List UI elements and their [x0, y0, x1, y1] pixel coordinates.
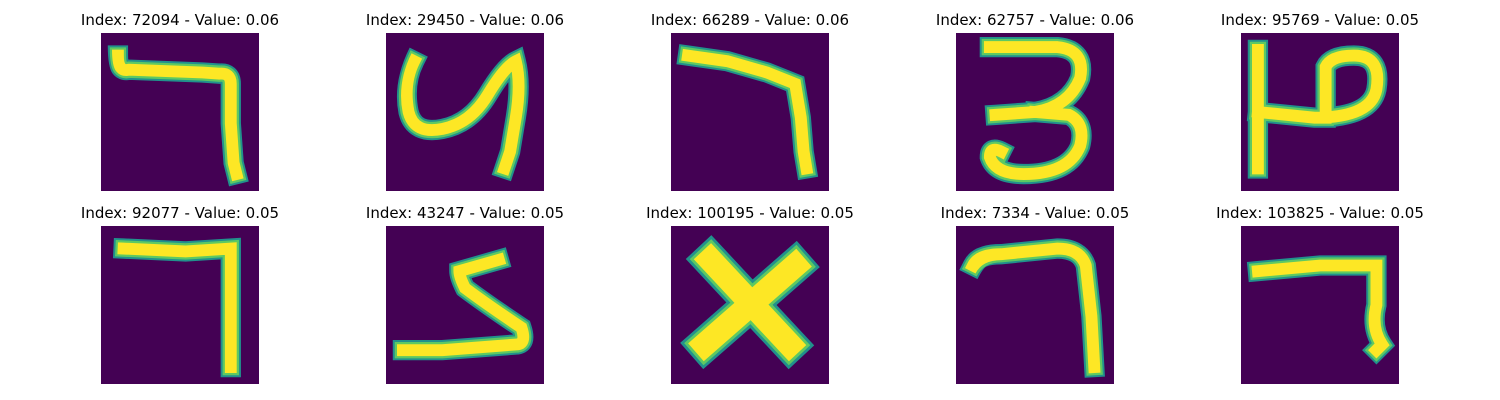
digit-image: [1241, 226, 1399, 384]
panel-title: Index: 62757 - Value: 0.06: [935, 11, 1135, 29]
digit-stroke: [112, 49, 244, 182]
digit-image: [671, 226, 829, 384]
digit-image: [1241, 33, 1399, 191]
digit-panel: Index: 29450 - Value: 0.06: [340, 11, 590, 191]
digit-panel: Index: 62757 - Value: 0.06: [910, 11, 1160, 191]
digit-image: [956, 226, 1114, 384]
digit-panel: Index: 7334 - Value: 0.05: [910, 204, 1160, 384]
digit-stroke: [400, 52, 525, 176]
digit-panel: Index: 66289 - Value: 0.06: [625, 11, 875, 191]
digit-stroke: [1251, 44, 1384, 175]
panel-title: Index: 95769 - Value: 0.05: [1220, 11, 1420, 29]
digit-panel: Index: 72094 - Value: 0.06: [55, 11, 305, 191]
panel-title: Index: 7334 - Value: 0.05: [940, 204, 1130, 222]
digit-panel: Index: 92077 - Value: 0.05: [55, 204, 305, 384]
digit-image: [101, 226, 259, 384]
panel-title: Index: 103825 - Value: 0.05: [1216, 204, 1424, 222]
digit-panel: Index: 95769 - Value: 0.05: [1195, 11, 1445, 191]
digit-panel: Index: 103825 - Value: 0.05: [1195, 204, 1445, 384]
digit-stroke: [688, 243, 812, 362]
digit-stroke: [117, 242, 237, 373]
digit-image: [671, 33, 829, 191]
digit-image: [386, 33, 544, 191]
digit-image: [956, 33, 1114, 191]
digit-stroke: [964, 242, 1101, 374]
panel-title: Index: 43247 - Value: 0.05: [365, 204, 565, 222]
digit-image: [101, 33, 259, 191]
digit-stroke: [983, 41, 1088, 180]
digit-image: [386, 226, 544, 384]
digit-stroke: [1251, 259, 1390, 359]
digit-panel: Index: 100195 - Value: 0.05: [625, 204, 875, 384]
digit-stroke: [681, 48, 814, 176]
panel-title: Index: 66289 - Value: 0.06: [650, 11, 850, 29]
digit-stroke: [397, 252, 530, 357]
panel-title: Index: 72094 - Value: 0.06: [80, 11, 280, 29]
panel-title: Index: 92077 - Value: 0.05: [80, 204, 280, 222]
panel-title: Index: 29450 - Value: 0.06: [365, 11, 565, 29]
panel-title: Index: 100195 - Value: 0.05: [646, 204, 854, 222]
digit-panel: Index: 43247 - Value: 0.05: [340, 204, 590, 384]
